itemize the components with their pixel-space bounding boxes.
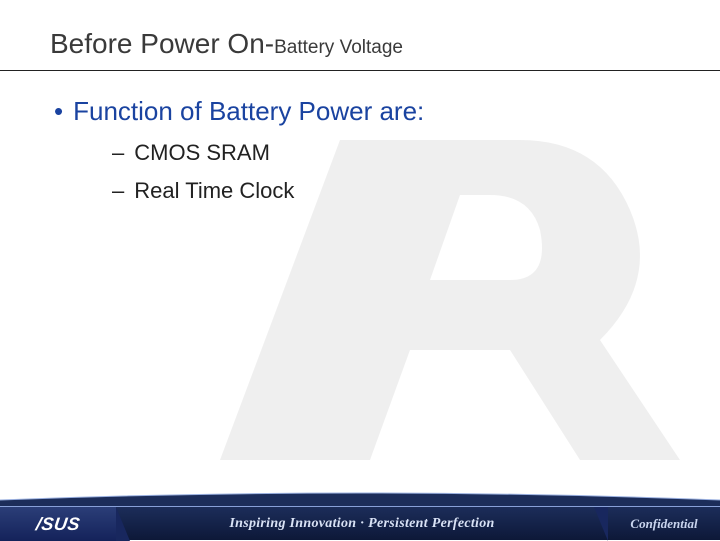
tagline-part-a: Inspiring Innovation xyxy=(229,516,356,532)
bullet-char: • xyxy=(54,95,63,127)
subbullet-text: Real Time Clock xyxy=(134,177,294,205)
dash-char: – xyxy=(112,177,124,205)
bullet-level2-item: – CMOS SRAM xyxy=(112,139,720,167)
bullet-level2-item: – Real Time Clock xyxy=(112,177,720,205)
tagline-part-b: Persistent Perfection xyxy=(368,516,494,532)
slide-footer: /SUS Inspiring Innovation · Persistent P… xyxy=(0,506,720,540)
slide-title: Before Power On-Battery Voltage xyxy=(0,0,720,70)
title-main: Before Power On- xyxy=(50,28,274,59)
logo-text: /SUS xyxy=(35,514,82,535)
title-sub: Battery Voltage xyxy=(274,37,403,58)
bullet-level1: • Function of Battery Power are: xyxy=(54,95,720,127)
slide-content: • Function of Battery Power are: – CMOS … xyxy=(0,71,720,205)
brand-logo: /SUS xyxy=(0,507,116,541)
footer-curve xyxy=(0,492,720,506)
subbullet-text: CMOS SRAM xyxy=(134,139,270,167)
confidential-label: Confidential xyxy=(608,507,720,540)
bullet-text: Function of Battery Power are: xyxy=(73,95,424,127)
dash-char: – xyxy=(112,139,124,167)
tagline-separator: · xyxy=(360,516,364,532)
footer-tagline: Inspiring Innovation · Persistent Perfec… xyxy=(116,507,608,540)
